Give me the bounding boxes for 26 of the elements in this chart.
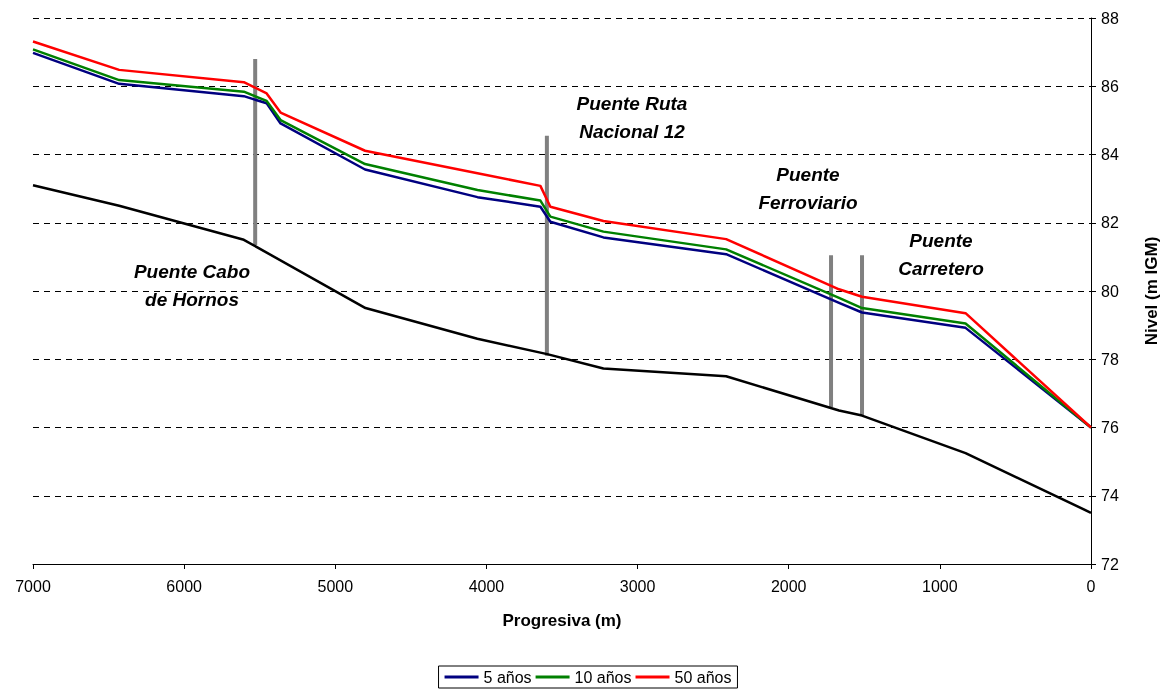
x-tick-label: 0: [1086, 577, 1096, 595]
y-tick-label: 88: [1101, 9, 1119, 27]
y-tick-label: 82: [1101, 214, 1119, 232]
annotation: Puente Ruta Nacional 12: [576, 92, 688, 142]
legend-label: 10 años: [574, 668, 632, 686]
annotation: Puente Ferroviario: [758, 163, 858, 213]
y-tick-label: 72: [1101, 555, 1119, 573]
x-tick-label: 5000: [317, 577, 354, 595]
annotation: Puente Cabo de Hornos: [133, 260, 251, 310]
y-tick-label: 86: [1101, 77, 1119, 95]
y-tick-label: 84: [1101, 146, 1119, 163]
y-tick-label: 76: [1101, 419, 1119, 436]
annotation: Puente Carretero: [898, 229, 984, 279]
legend-label: 5 años: [483, 668, 532, 686]
x-tick-label: 1000: [922, 577, 958, 595]
y-axis-title: Nivel (m IGM): [1142, 236, 1161, 346]
x-tick-label: 2000: [770, 577, 807, 595]
legend-label: 50 años: [674, 668, 732, 686]
x-tick-label: 7000: [15, 577, 51, 595]
x-tick-label: 3000: [619, 577, 656, 595]
y-tick-label: 74: [1101, 487, 1119, 505]
x-tick-label: 4000: [468, 577, 505, 595]
y-tick-label: 78: [1101, 350, 1119, 368]
x-axis-title: Progresiva (m): [502, 611, 622, 630]
x-tick-label: 6000: [166, 577, 203, 595]
y-tick-label: 80: [1101, 282, 1119, 300]
